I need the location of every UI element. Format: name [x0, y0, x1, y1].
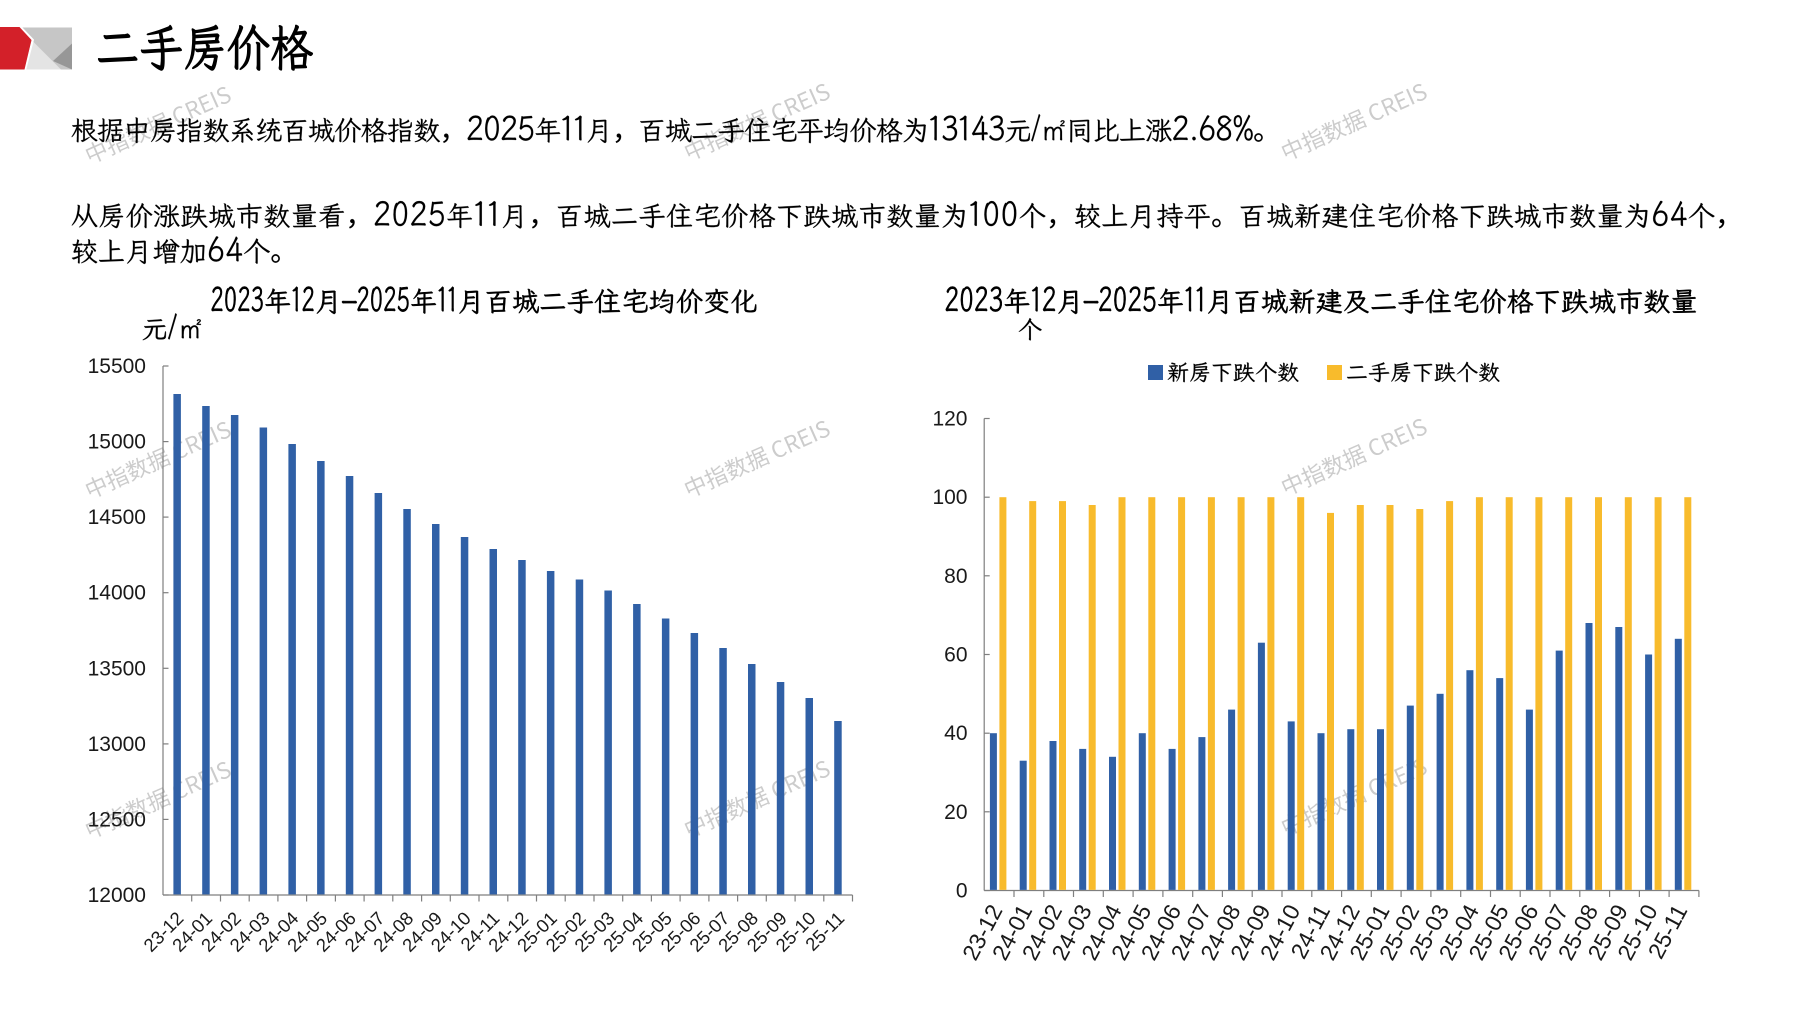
- svg-text:13000: 13000: [88, 733, 146, 756]
- svg-text:12500: 12500: [88, 808, 146, 831]
- svg-text:100: 100: [932, 486, 967, 509]
- svg-text:20: 20: [944, 801, 967, 824]
- svg-text:13500: 13500: [88, 657, 146, 680]
- svg-text:40: 40: [944, 722, 967, 745]
- svg-text:14500: 14500: [88, 506, 146, 529]
- svg-text:14000: 14000: [88, 582, 146, 605]
- svg-text:0: 0: [956, 880, 968, 903]
- svg-text:60: 60: [944, 644, 967, 667]
- svg-text:120: 120: [932, 408, 967, 431]
- svg-text:15500: 15500: [88, 355, 146, 378]
- svg-text:15000: 15000: [88, 431, 146, 454]
- svg-text:12000: 12000: [88, 884, 146, 907]
- svg-text:80: 80: [944, 565, 967, 588]
